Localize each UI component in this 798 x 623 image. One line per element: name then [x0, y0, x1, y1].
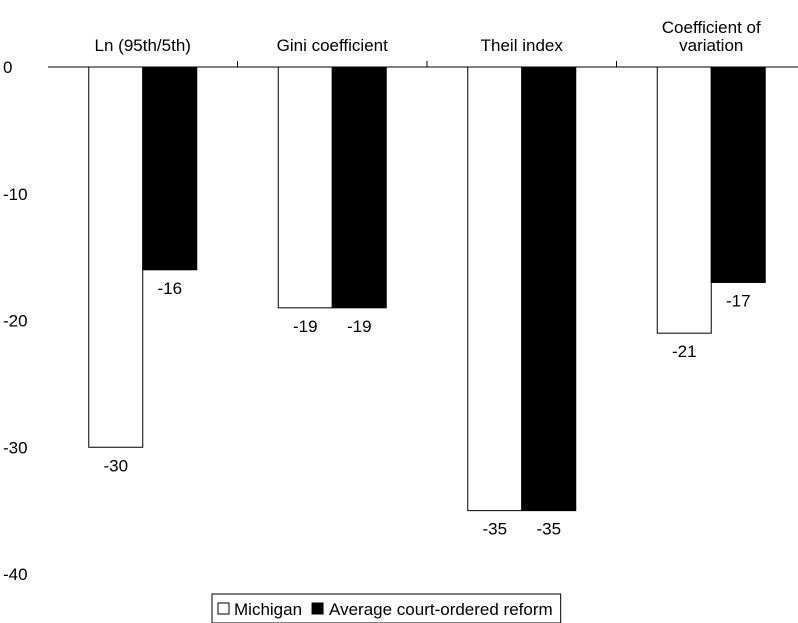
- data-label-average-court-ordered-reform-coefficient-of-variation: -17: [726, 291, 751, 310]
- y-tick-label: -10: [3, 185, 28, 204]
- bar-average-court-ordered-reform-theil-index: [521, 66, 577, 512]
- legend-swatch-michigan: [217, 602, 230, 615]
- data-label-average-court-ordered-reform-theil-index: -35: [536, 520, 561, 539]
- y-tick-label: -40: [3, 565, 28, 584]
- category-label-theil-index: Theil index: [481, 36, 564, 55]
- category-label-gini-coefficient: Gini coefficient: [277, 36, 388, 55]
- data-label-average-court-ordered-reform-ln-95th-5th: -16: [157, 279, 182, 298]
- data-label-michigan-coefficient-of-variation: -21: [672, 342, 697, 361]
- y-tick-label: -20: [3, 312, 28, 331]
- y-axis-ticks: 0 -10 -20 -30 -40: [3, 58, 28, 584]
- legend-swatch-average-court-ordered-reform: [311, 602, 324, 615]
- bar-michigan-coefficient-of-variation: [656, 66, 712, 334]
- category-label-ln-95th-5th: Ln (95th/5th): [95, 36, 191, 55]
- legend-box: [211, 593, 562, 623]
- category-separator-ticks: [237, 61, 617, 67]
- data-label-michigan-gini-coefficient: -19: [293, 317, 318, 336]
- y-tick-label: 0: [3, 58, 12, 77]
- bar-michigan-theil-index: [467, 66, 523, 512]
- data-label-average-court-ordered-reform-gini-coefficient: -19: [347, 317, 372, 336]
- y-tick-label: -30: [3, 438, 28, 457]
- category-label-coefficient-of-variation: variation: [679, 36, 743, 55]
- bar-series: [88, 66, 766, 512]
- data-label-michigan-theil-index: -35: [482, 520, 507, 539]
- data-label-michigan-ln-95th-5th: -30: [103, 456, 128, 475]
- bar-michigan-ln-95th-5th: [88, 66, 144, 448]
- legend-label-average-court-ordered-reform: Average court-ordered reform: [329, 600, 553, 619]
- bar-average-court-ordered-reform-gini-coefficient: [331, 66, 387, 309]
- data-labels: -30 -19 -35 -21 -16 -19 -35 -17: [103, 279, 750, 539]
- bar-michigan-gini-coefficient: [277, 66, 333, 309]
- category-labels: Ln (95th/5th) Gini coefficient Theil index…: [95, 18, 761, 55]
- category-label-coefficient-of-variation: Coefficient of: [662, 18, 761, 37]
- legend-label-michigan: Michigan: [234, 600, 302, 619]
- bar-average-court-ordered-reform-ln-95th-5th: [142, 66, 198, 271]
- legend: Michigan Average court-ordered reform: [211, 593, 562, 623]
- bar-average-court-ordered-reform-coefficient-of-variation: [710, 66, 766, 283]
